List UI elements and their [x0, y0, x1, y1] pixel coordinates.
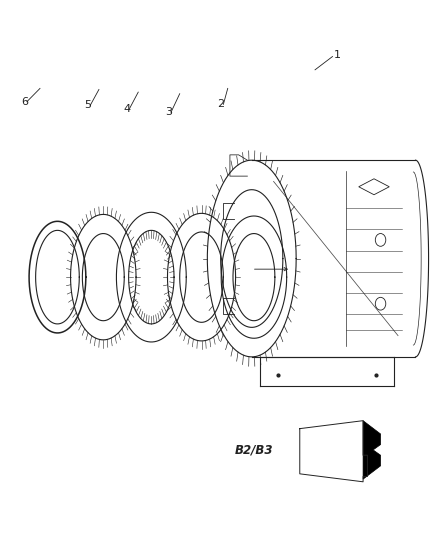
Text: 6: 6: [21, 96, 28, 107]
Text: 1: 1: [333, 51, 340, 60]
Text: 4: 4: [124, 103, 131, 114]
Text: 3: 3: [165, 107, 172, 117]
Text: B2/B3: B2/B3: [235, 443, 274, 456]
Text: 5: 5: [85, 100, 92, 110]
Polygon shape: [363, 421, 381, 479]
Text: 2: 2: [218, 99, 225, 109]
FancyArrowPatch shape: [254, 268, 287, 271]
